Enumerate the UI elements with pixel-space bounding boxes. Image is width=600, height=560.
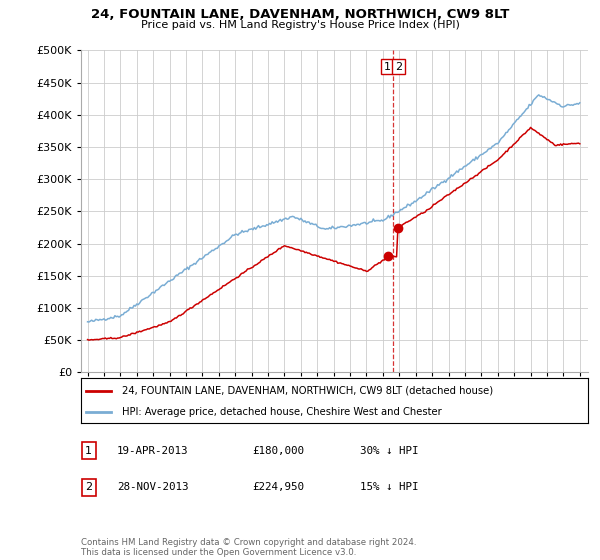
Text: 2: 2 [85, 482, 92, 492]
Text: 24, FOUNTAIN LANE, DAVENHAM, NORTHWICH, CW9 8LT (detached house): 24, FOUNTAIN LANE, DAVENHAM, NORTHWICH, … [122, 385, 493, 395]
Text: 28-NOV-2013: 28-NOV-2013 [117, 482, 188, 492]
Text: £180,000: £180,000 [252, 446, 304, 456]
Text: HPI: Average price, detached house, Cheshire West and Chester: HPI: Average price, detached house, Ches… [122, 407, 442, 417]
Text: 30% ↓ HPI: 30% ↓ HPI [360, 446, 419, 456]
Text: 2: 2 [395, 62, 402, 72]
Text: 1: 1 [383, 62, 391, 72]
Text: 15% ↓ HPI: 15% ↓ HPI [360, 482, 419, 492]
Text: Contains HM Land Registry data © Crown copyright and database right 2024.
This d: Contains HM Land Registry data © Crown c… [81, 538, 416, 557]
Text: 1: 1 [85, 446, 92, 456]
Text: 19-APR-2013: 19-APR-2013 [117, 446, 188, 456]
Text: 24, FOUNTAIN LANE, DAVENHAM, NORTHWICH, CW9 8LT: 24, FOUNTAIN LANE, DAVENHAM, NORTHWICH, … [91, 8, 509, 21]
Text: Price paid vs. HM Land Registry's House Price Index (HPI): Price paid vs. HM Land Registry's House … [140, 20, 460, 30]
Text: £224,950: £224,950 [252, 482, 304, 492]
